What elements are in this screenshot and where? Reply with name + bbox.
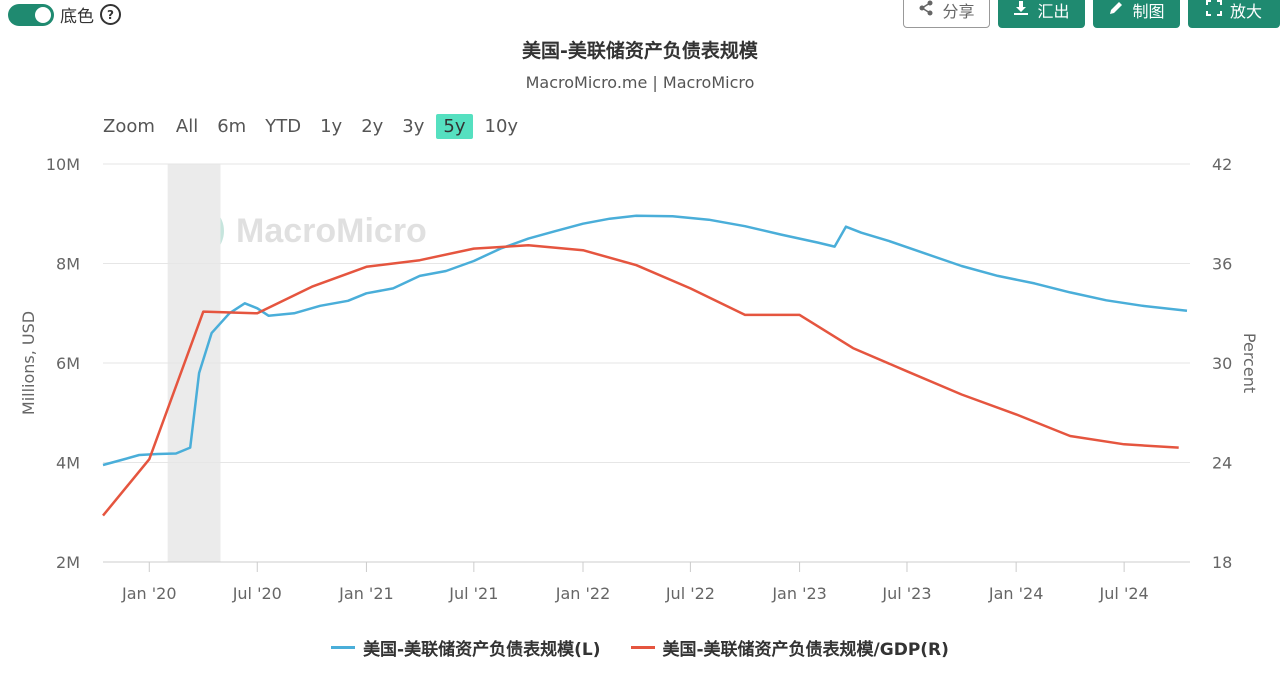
zoom-option-3y[interactable]: 3y [402,116,425,137]
series-line-balance-sheet [102,214,1188,467]
x-tick-label: Jan '24 [988,584,1044,603]
zoom-option-1y[interactable]: 1y [320,116,343,137]
y-left-tick-label: 10M [46,155,80,174]
chart-area: 2M 18 4M 24 6M 30 8M 36 10M 42 Jan '20 Jul '20 Jan '… [19,155,1259,603]
x-tick-label: Jan '22 [555,584,611,603]
zoom-buttons: All 6m YTD 1y 2y 3y 5y 10y [169,114,530,139]
y-right-axis-title: Percent [1240,333,1259,393]
legend-item-right[interactable]: 美国-美联储资产负债表规模/GDP(R) [630,635,949,660]
y-left-tick-label: 2M [56,553,80,572]
legend-swatch-left [331,646,356,649]
export-label: 汇出 [1037,2,1070,21]
zoom-option-all[interactable]: All [175,116,199,137]
draw-button[interactable]: 制图 [1093,0,1180,28]
legend-swatch-right [630,646,655,649]
enlarge-button[interactable]: 放大 [1188,0,1280,28]
y-right-tick-label: 18 [1212,553,1232,572]
zoom-option-2y[interactable]: 2y [361,116,384,137]
y-left-tick-label: 4M [56,454,80,473]
legend-label-left: 美国-美联储资产负债表规模(L) [363,640,601,660]
chart-title: 美国-美联储资产负债表规模 [522,40,758,62]
expand-icon [1205,0,1222,20]
series-line-balance-sheet-gdp [102,244,1179,517]
x-tick-label: Jul '22 [665,584,715,603]
y-right-tick-label: 30 [1212,354,1232,373]
x-tick-label: Jan '23 [771,584,827,603]
y-left-tick-label: 6M [56,354,80,373]
y-right-tick-label: 24 [1212,454,1232,473]
y-left-tick-label: 8M [56,255,80,274]
zoom-option-6m[interactable]: 6m [217,116,247,137]
legend-label-right: 美国-美联储资产负债表规模/GDP(R) [662,640,949,660]
x-tick-label: Jan '21 [338,584,394,603]
share-label: 分享 [942,2,975,21]
x-tick-label: Jul '24 [1099,584,1149,603]
help-icon[interactable]: ? [100,4,121,25]
y-left-axis-title: Millions, USD [19,311,38,415]
x-tick-label: Jan '20 [121,584,177,603]
chart-subtitle: MacroMicro.me | MacroMicro [525,73,755,92]
legend: 美国-美联储资产负债表规模(L) 美国-美联储资产负债表规模/GDP(R) [0,635,1280,660]
background-toggle-group: 底色 ? [8,2,121,27]
pencil-icon [1108,0,1124,20]
download-icon [1013,0,1029,20]
y-right-tick-label: 42 [1212,155,1232,174]
toolbar: 分享 汇出 制图 放大 [903,0,1280,28]
legend-item-left[interactable]: 美国-美联储资产负债表规模(L) [331,635,601,660]
share-button[interactable]: 分享 [903,0,990,28]
x-tick-label: Jul '23 [881,584,931,603]
enlarge-label: 放大 [1229,2,1262,21]
watermark-text: MacroMicro [236,211,427,250]
zoom-label: Zoom [103,116,155,137]
x-tick-label: Jul '20 [232,584,282,603]
background-toggle-label: 底色 [60,7,94,27]
zoom-option-ytd[interactable]: YTD [265,116,302,137]
x-tick-label: Jul '21 [448,584,498,603]
zoom-selector: Zoom All 6m YTD 1y 2y 3y 5y 10y [96,114,530,139]
zoom-option-10y[interactable]: 10y [484,116,519,137]
export-button[interactable]: 汇出 [998,0,1085,28]
y-right-tick-label: 36 [1212,255,1232,274]
zoom-option-5y[interactable]: 5y [436,114,473,139]
background-toggle[interactable] [8,3,54,26]
draw-label: 制图 [1132,2,1165,21]
share-icon [918,0,934,20]
toggle-knob [35,6,51,23]
